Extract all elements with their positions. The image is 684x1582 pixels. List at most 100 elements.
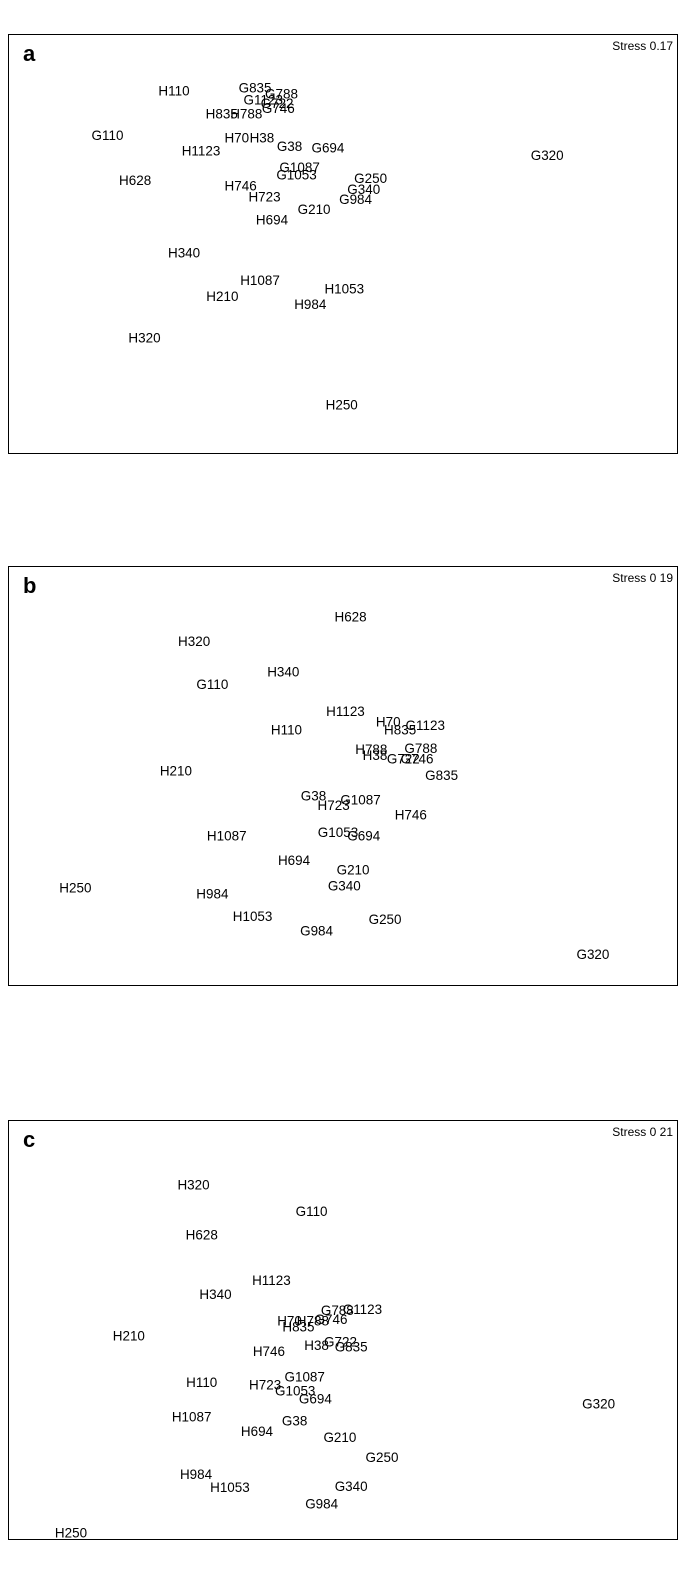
- point-label-g320: G320: [576, 947, 609, 962]
- point-label-h788: H788: [230, 106, 262, 121]
- point-label-g694: G694: [299, 1391, 332, 1406]
- point-label-h1087: H1087: [240, 273, 280, 288]
- mds-panel-c: c Stress 0 21 H320 G110 H628 H1123 H340 G788 G…: [8, 1120, 678, 1540]
- point-label-h70: H70: [224, 131, 249, 146]
- point-label-g835: G835: [335, 1340, 368, 1355]
- point-label-g746: G746: [315, 1312, 348, 1327]
- point-label-h984: H984: [180, 1467, 213, 1482]
- point-label-g1053: G1053: [275, 1384, 315, 1399]
- point-label-h320: H320: [177, 1177, 209, 1192]
- point-label-h788: H788: [355, 742, 387, 757]
- point-label-g835: G835: [239, 81, 272, 96]
- point-label-h110: H110: [158, 84, 189, 99]
- point-label-h250: H250: [326, 397, 358, 412]
- point-label-g722: G722: [261, 96, 294, 111]
- point-label-g210: G210: [323, 1430, 356, 1445]
- point-label-h788: H788: [297, 1313, 329, 1328]
- point-label-g694: G694: [311, 141, 344, 156]
- point-label-g340: G340: [347, 182, 380, 197]
- point-label-h250: H250: [55, 1525, 87, 1540]
- point-label-g210: G210: [298, 202, 331, 217]
- point-label-h1123: H1123: [326, 704, 365, 719]
- panel-letter: a: [23, 41, 36, 66]
- point-label-g722: G722: [387, 752, 420, 767]
- point-label-h320: H320: [178, 634, 210, 649]
- point-label-g1087: G1087: [285, 1370, 325, 1385]
- point-label-h210: H210: [206, 289, 238, 304]
- point-label-g1123: G1123: [244, 93, 283, 108]
- point-label-h110: H110: [271, 722, 302, 737]
- point-label-g110: G110: [296, 1204, 328, 1219]
- point-label-g1053: G1053: [318, 825, 358, 840]
- point-label-g1053: G1053: [276, 168, 316, 183]
- point-label-h250: H250: [59, 880, 91, 895]
- point-label-g788: G788: [404, 741, 437, 756]
- point-label-h1053: H1053: [324, 282, 364, 297]
- point-label-h746: H746: [225, 178, 257, 193]
- point-label-h38: H38: [250, 131, 275, 146]
- point-label-g320: G320: [531, 148, 564, 163]
- panel-letter: b: [23, 573, 37, 598]
- point-label-g1123: G1123: [343, 1302, 382, 1317]
- point-label-g210: G210: [337, 863, 370, 878]
- point-label-h38: H38: [363, 748, 388, 763]
- point-label-h1087: H1087: [207, 828, 247, 843]
- point-label-g1123: G1123: [406, 718, 445, 733]
- stress-value: Stress 0 21: [612, 1125, 673, 1139]
- point-label-h694: H694: [241, 1424, 274, 1439]
- mds-panel-b: b Stress 0 19 H628 H320 H340 G110 H1123 H70 G1…: [8, 566, 678, 986]
- point-label-g340: G340: [335, 1479, 368, 1494]
- point-label-h723: H723: [249, 1377, 281, 1392]
- point-label-h340: H340: [168, 246, 200, 261]
- point-label-g340: G340: [328, 879, 361, 894]
- point-label-h210: H210: [113, 1328, 145, 1343]
- point-label-h835: H835: [206, 106, 238, 121]
- point-label-g984: G984: [339, 192, 372, 207]
- point-label-h38: H38: [304, 1338, 329, 1353]
- point-label-h723: H723: [248, 190, 280, 205]
- point-label-g746: G746: [401, 752, 434, 767]
- point-label-h835: H835: [282, 1320, 314, 1335]
- point-label-g1087: G1087: [279, 160, 319, 175]
- point-label-g746: G746: [262, 101, 295, 116]
- point-label-h723: H723: [318, 798, 350, 813]
- point-label-h1123: H1123: [252, 1273, 291, 1288]
- point-label-g110: G110: [92, 128, 124, 143]
- point-label-g38: G38: [301, 788, 326, 803]
- point-label-g984: G984: [305, 1497, 338, 1512]
- point-label-g110: G110: [196, 677, 228, 692]
- point-label-g788: G788: [321, 1303, 354, 1318]
- point-label-h746: H746: [253, 1344, 285, 1359]
- point-label-g694: G694: [347, 828, 380, 843]
- stress-value: Stress 0 19: [612, 571, 673, 585]
- point-label-g320: G320: [582, 1396, 615, 1411]
- mds-panel-a: a Stress 0.17 G835 G788 H110 G1123 G722 G746 H…: [8, 34, 678, 454]
- point-label-h110: H110: [186, 1375, 217, 1390]
- point-label-g722: G722: [324, 1334, 357, 1349]
- point-label-h1053: H1053: [233, 909, 273, 924]
- point-label-h210: H210: [160, 764, 192, 779]
- point-label-g250: G250: [366, 1450, 399, 1465]
- point-label-g38: G38: [282, 1413, 307, 1428]
- point-label-h694: H694: [256, 213, 289, 228]
- point-label-g250: G250: [354, 171, 387, 186]
- point-label-h1123: H1123: [182, 143, 221, 158]
- point-label-h70: H70: [277, 1313, 302, 1328]
- point-label-h320: H320: [128, 330, 160, 345]
- point-label-h628: H628: [335, 609, 367, 624]
- point-label-h694: H694: [278, 853, 311, 868]
- point-label-h984: H984: [294, 297, 327, 312]
- point-label-h835: H835: [384, 722, 416, 737]
- point-label-h70: H70: [376, 715, 401, 730]
- point-label-h746: H746: [395, 807, 427, 822]
- point-label-h628: H628: [186, 1228, 218, 1243]
- point-label-h340: H340: [199, 1287, 231, 1302]
- point-label-g788: G788: [265, 86, 298, 101]
- point-label-h628: H628: [119, 173, 151, 188]
- point-label-g38: G38: [277, 139, 302, 154]
- point-label-h340: H340: [267, 665, 299, 680]
- point-label-h1087: H1087: [172, 1410, 212, 1425]
